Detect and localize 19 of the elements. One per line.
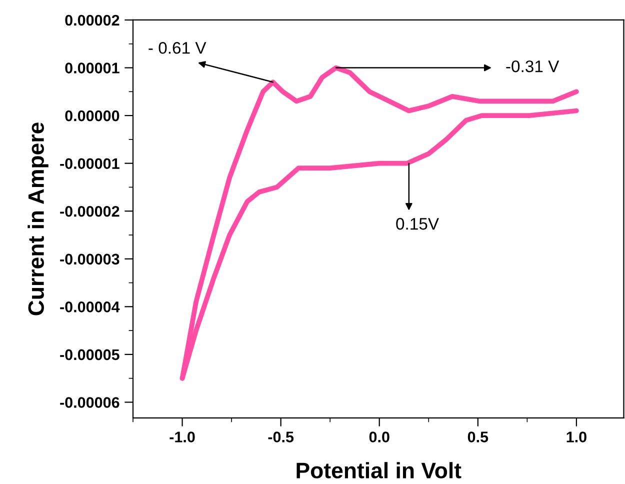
y-tick-label: -0.00005 bbox=[60, 349, 120, 360]
y-tick-label: -0.00003 bbox=[60, 254, 120, 265]
annotation: -0.31 V bbox=[506, 60, 560, 72]
x-tick-label: -1.0 bbox=[170, 432, 195, 442]
y-tick-label: -0.00004 bbox=[60, 302, 120, 312]
y-tick-label: 0.00001 bbox=[65, 62, 120, 74]
x-tick-label: 1.0 bbox=[566, 432, 586, 442]
y-tick-label: -0.00006 bbox=[60, 397, 120, 408]
x-axis-title: Potential in Volt bbox=[296, 462, 462, 478]
y-tick-label: -0.00002 bbox=[60, 206, 120, 217]
annotation: 0.15V bbox=[396, 218, 439, 230]
x-tick-label: 0.5 bbox=[468, 432, 488, 442]
y-tick-label: -0.00001 bbox=[60, 158, 120, 170]
x-tick-label: 0.0 bbox=[369, 432, 390, 442]
annotation: - 0.61 V bbox=[148, 42, 206, 54]
y-axis-title: Current in Ampere bbox=[28, 122, 48, 316]
y-tick-label: 0.00000 bbox=[65, 110, 120, 122]
y-tick-label: 0.00002 bbox=[65, 14, 120, 26]
x-tick-label: -0.5 bbox=[268, 432, 294, 442]
